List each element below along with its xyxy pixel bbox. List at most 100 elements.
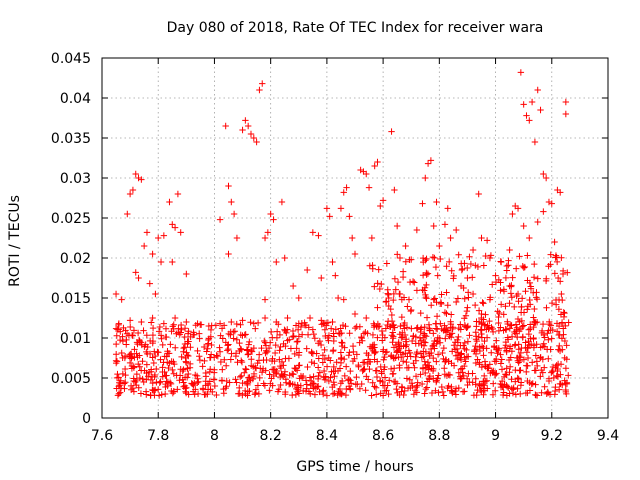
data-point [363,373,370,380]
data-point [374,323,382,331]
data-point [456,373,464,380]
data-point [244,392,251,399]
data-point [319,388,326,395]
data-point [337,349,345,356]
data-point [213,352,220,359]
data-point [346,213,353,220]
data-point [482,363,489,370]
data-point [551,387,559,395]
data-point [277,343,284,351]
data-point [422,385,429,393]
data-point [534,275,541,282]
data-point [358,333,365,341]
data-point [413,383,420,391]
data-point [399,333,406,341]
data-point [426,352,433,360]
data-point [379,197,387,204]
data-point [555,322,563,330]
data-point [371,383,378,390]
data-point [512,265,520,272]
data-point [319,359,327,366]
data-point [303,385,310,392]
data-point [505,356,513,364]
data-point [418,380,426,388]
data-point [186,364,194,371]
data-point [495,327,503,335]
data-point [403,364,411,372]
data-point [436,242,443,250]
data-point [461,295,468,302]
data-point [280,362,287,369]
x-axis-label: GPS time / hours [296,459,413,475]
data-point [390,296,397,304]
data-point [372,367,379,374]
data-point [347,367,354,375]
data-point [202,369,209,377]
data-point [222,362,230,369]
data-point [495,319,502,327]
data-point [184,365,191,372]
data-point [243,378,251,386]
data-point [434,351,442,358]
data-point [343,184,350,191]
data-point [530,274,538,281]
data-point [421,358,428,365]
data-point [338,354,345,362]
data-point [140,242,148,250]
data-point [156,323,164,331]
data-point [408,306,415,314]
data-point [171,314,179,322]
data-point [402,258,410,265]
data-point [373,373,381,381]
data-point [167,341,174,348]
x-tick-label: 7.6 [91,428,113,444]
data-point [143,376,150,383]
data-point [217,358,225,366]
data-point [538,389,545,396]
data-point [289,282,297,290]
data-point [507,321,515,329]
data-point [513,324,521,332]
data-point [112,359,120,367]
data-point [371,283,378,290]
data-point [271,349,279,357]
data-point [250,320,257,327]
data-point [437,320,444,327]
data-point [395,339,402,346]
data-point [548,367,556,375]
data-point [311,391,319,398]
data-point [526,234,533,242]
data-point [490,343,498,351]
data-point [414,382,421,389]
data-point [443,289,450,296]
data-point [541,383,548,390]
data-point [530,323,537,331]
data-point [522,389,530,397]
data-point [254,319,262,327]
data-point [423,271,430,278]
data-point [463,353,471,360]
y-tick-label: 0.015 [51,291,91,307]
data-point [442,335,449,342]
data-point [144,373,152,380]
data-point [179,376,186,383]
data-point [504,334,511,341]
data-point [443,372,451,380]
data-point [183,349,190,356]
data-point [308,358,315,366]
data-point [452,391,460,398]
data-point [216,216,224,223]
data-point [382,325,390,332]
data-point [143,391,150,398]
data-point [530,289,537,296]
data-point [242,117,249,124]
data-point [228,198,235,206]
data-point [459,265,466,273]
data-point [455,333,462,341]
data-point [533,296,541,303]
data-point [131,354,138,361]
data-point [249,375,257,383]
data-point [272,369,280,377]
data-point [369,379,376,387]
data-point [318,317,325,324]
